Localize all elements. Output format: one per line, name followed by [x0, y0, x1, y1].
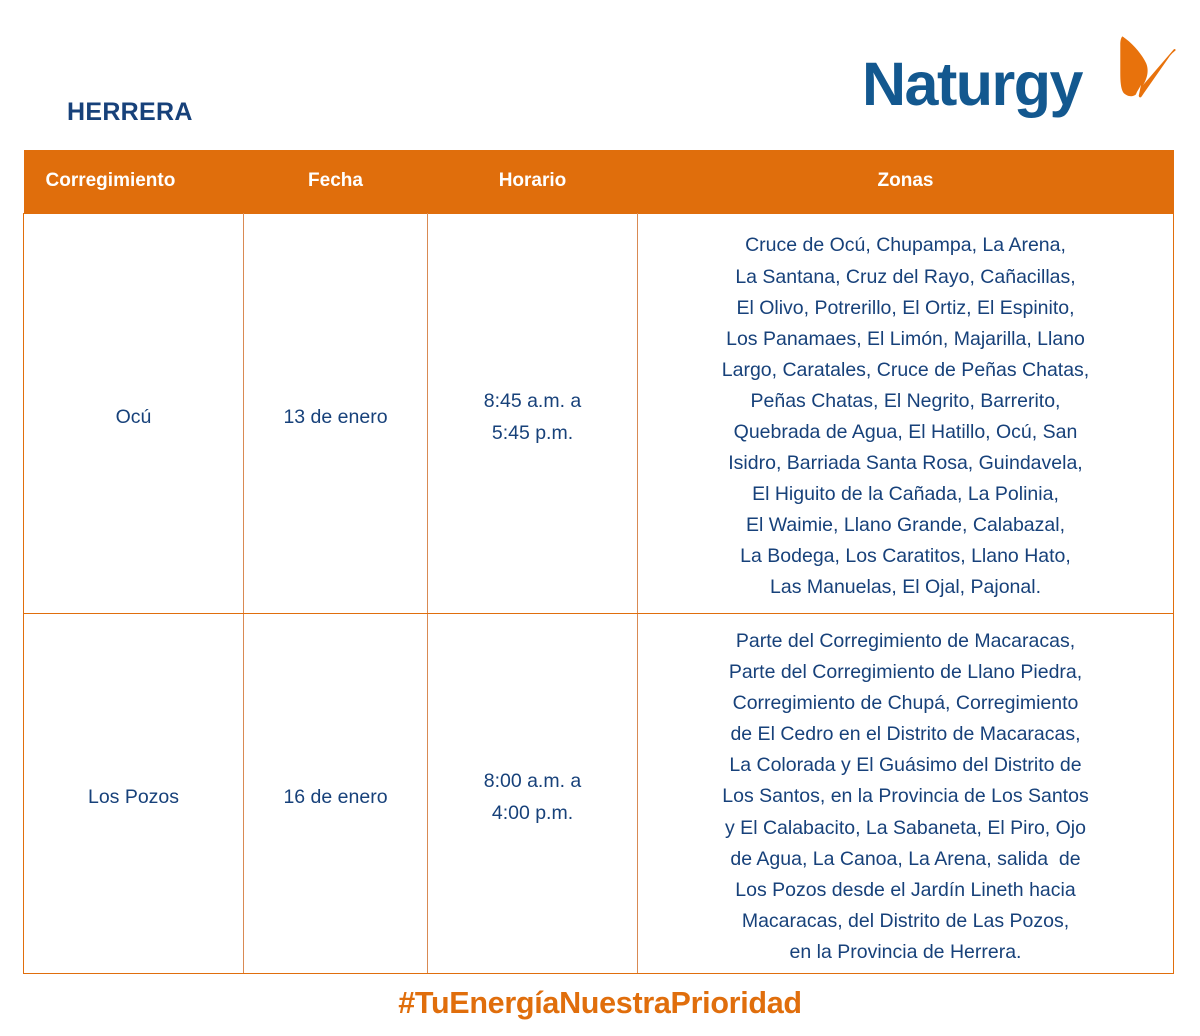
- svg-text:Naturgy: Naturgy: [862, 50, 1084, 118]
